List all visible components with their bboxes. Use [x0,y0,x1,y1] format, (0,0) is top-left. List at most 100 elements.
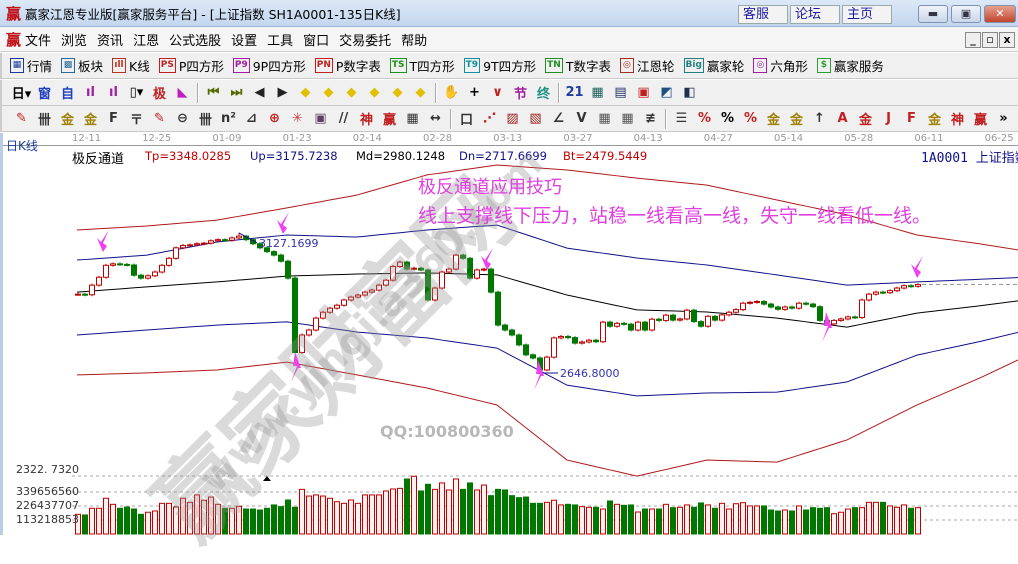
left-icon[interactable]: ◀ [254,85,265,100]
f-lines-icon[interactable]: F [109,111,118,126]
pencil2-icon[interactable]: ✎ [154,111,165,126]
menu-item[interactable]: 帮助 [401,33,428,49]
save-icon[interactable]: ▣ [637,85,650,100]
arrow-up-icon[interactable]: ↑ [814,111,825,126]
pct3-icon[interactable]: % [743,111,758,126]
fan-icon[interactable]: ⋰ [483,111,496,126]
end-icon[interactable]: 终 [536,87,550,102]
window-icon[interactable]: 窗 [37,87,51,102]
gold-circle-icon[interactable]: 金 [766,113,780,128]
mdi-close-button[interactable]: x [999,32,1015,48]
table-icon[interactable]: ☰ [675,111,688,126]
diamond-right-icon[interactable]: ◆ [323,85,334,100]
forum-link[interactable]: 论坛 [790,5,840,24]
menu-item[interactable]: 公式选股 [169,33,222,49]
toolbar-button-9[interactable]: ◎ 江恩轮 [619,56,675,75]
ying2-icon[interactable]: 赢 [973,113,987,128]
flag-icon[interactable]: ◣ [177,85,188,100]
circle-icon[interactable]: ⊖ [177,111,188,126]
diamond-lr-icon[interactable]: ◆ [346,85,357,100]
menu-item[interactable]: 文件 [25,33,52,49]
spiral-icon[interactable]: 〒 [129,113,143,128]
lines-icon[interactable]: 卌 [198,113,212,128]
bars9-icon[interactable]: ıl [109,85,118,100]
close-button[interactable]: ✕ [984,5,1016,23]
fan-box-icon[interactable]: ▨ [506,111,519,126]
toolbar-button-10[interactable]: Big 赢家轮 [683,56,744,75]
f-icon[interactable]: F [907,111,916,126]
toolbar-button-8[interactable]: TN T数字表 [545,56,611,75]
toolbar-button-4[interactable]: P9 9P四方形 [232,56,306,75]
star-icon[interactable]: ✳ [292,111,303,126]
gold1-icon[interactable]: 金 [60,113,74,128]
bars3-icon[interactable]: ıl [86,85,95,100]
right-icon[interactable]: ▶ [277,85,288,100]
calculator-icon[interactable]: ▦ [591,85,604,100]
ruler-icon[interactable]: ▦ [406,111,419,126]
v-icon[interactable]: ∨ [492,85,503,100]
diamond-left-icon[interactable]: ◆ [300,85,311,100]
more-icon[interactable]: » [999,111,1008,126]
grid2-icon[interactable]: ▦ [621,111,634,126]
pct2-icon[interactable]: % [720,111,735,126]
toolbar-button-5[interactable]: PN P数字表 [314,56,381,75]
maximize-button[interactable]: ▣ [951,5,981,23]
mdi-restore-button[interactable]: ▫ [982,32,998,48]
shen2-icon[interactable]: 神 [950,113,964,128]
kline-chart[interactable]: 3127.1699 2646.8000 [0,0,1018,535]
fan-box2-icon[interactable]: ▧ [529,111,542,126]
menu-item[interactable]: 窗口 [303,33,330,49]
toolbar-button-1[interactable]: ▩ 板块 [61,56,103,75]
minimize-button[interactable]: ▬ [918,5,948,23]
grid1-icon[interactable]: ▦ [598,111,611,126]
homepage-link[interactable]: 主页 [842,5,892,24]
first-icon[interactable]: ⏮ [207,85,220,100]
menu-item[interactable]: 江恩 [133,33,160,49]
gold-lines-icon[interactable]: 金 [789,113,803,128]
service-link[interactable]: 客服 [738,5,788,24]
grid-lines-icon[interactable]: 卌 [37,113,51,128]
menu-item[interactable]: 资讯 [97,33,124,49]
pencil-icon[interactable]: ✎ [16,111,27,126]
pct1-icon[interactable]: % [697,111,712,126]
shen-icon[interactable]: 神 [359,113,373,128]
notes-icon[interactable]: ▤ [614,85,627,100]
ying-icon[interactable]: 赢 [382,113,396,128]
gold3-icon[interactable]: 金 [858,113,872,128]
toolbar-button-12[interactable]: $ 赢家服务 [816,56,884,75]
menu-item[interactable]: 工具 [267,33,294,49]
toolbar-button-3[interactable]: PS P四方形 [158,56,224,75]
pole-icon[interactable]: 极 [152,87,166,102]
candle-dropdown-icon[interactable]: ▯▾ [129,85,144,100]
period-dropdown-icon[interactable]: 日▾ [11,87,32,102]
menu-item[interactable]: 设置 [231,33,258,49]
vee-icon[interactable]: V [576,111,587,126]
self-icon[interactable]: 自 [60,87,74,102]
slash-icon[interactable]: // [338,111,349,126]
toolbar-button-0[interactable]: ▦ 行情 [10,56,52,75]
wave-icon[interactable]: A [837,111,848,126]
last-icon[interactable]: ⏭ [230,85,243,100]
triangle-icon[interactable]: ⊿ [246,111,257,126]
j-icon[interactable]: J [886,111,891,126]
crosshair-icon[interactable]: + [469,85,480,100]
toolbar-button-6[interactable]: TS T四方形 [389,56,455,75]
print-icon[interactable]: ◧ [683,85,696,100]
diamond-out-icon[interactable]: ◆ [392,85,403,100]
gold4-icon[interactable]: 金 [927,113,941,128]
calendar-icon[interactable]: 21 [565,85,584,100]
span-icon[interactable]: ↔ [430,111,441,126]
gold2-icon[interactable]: 金 [83,113,97,128]
network-icon[interactable]: ◩ [660,85,673,100]
box-icon[interactable]: ▣ [314,111,327,126]
node-icon[interactable]: 节 [513,87,527,102]
angle-icon[interactable]: ∠ [552,111,565,126]
n2-icon[interactable]: n² [221,111,236,126]
rect-icon[interactable]: 口 [459,113,473,128]
menu-item[interactable]: 浏览 [61,33,88,49]
diamond-in-icon[interactable]: ◆ [369,85,380,100]
toolbar-button-7[interactable]: T9 9T四方形 [463,56,536,75]
hand-icon[interactable]: ✋ [443,85,460,100]
parallel-icon[interactable]: ≢ [645,111,656,126]
mdi-minimize-button[interactable]: _ [965,32,981,48]
